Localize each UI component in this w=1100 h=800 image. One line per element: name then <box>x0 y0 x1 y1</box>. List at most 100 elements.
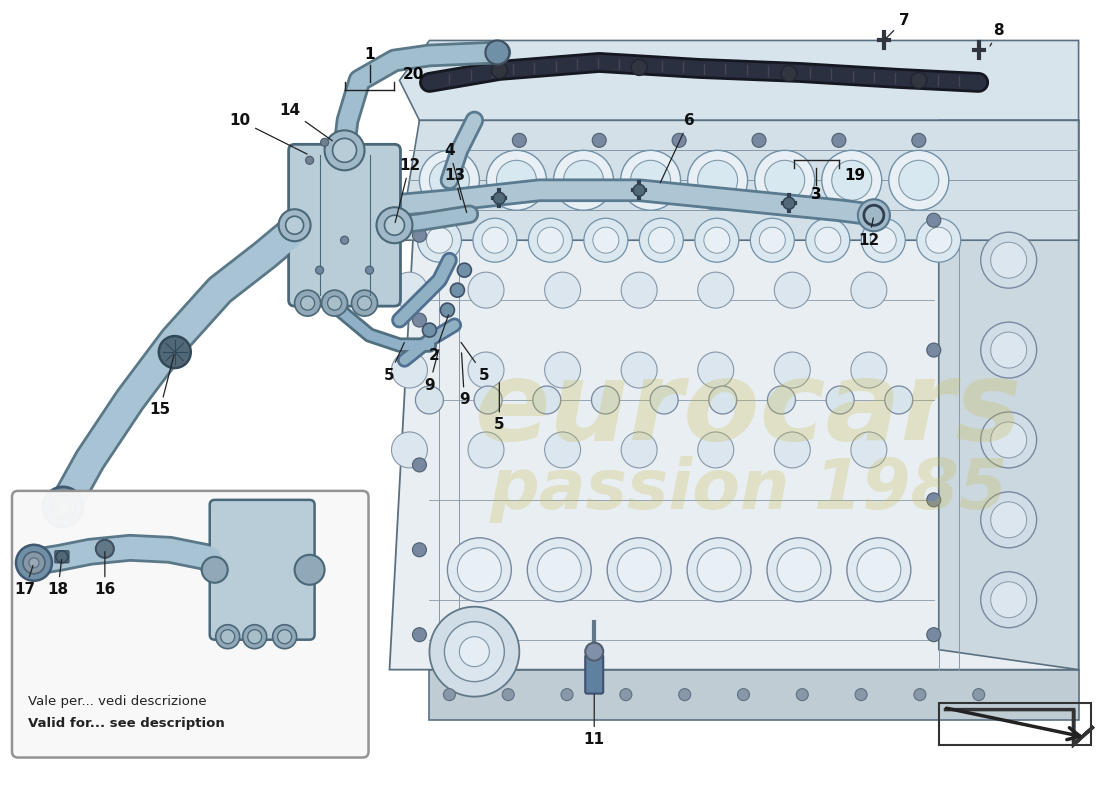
Circle shape <box>634 184 646 196</box>
Circle shape <box>469 432 504 468</box>
FancyBboxPatch shape <box>210 500 315 640</box>
Circle shape <box>412 313 427 327</box>
Circle shape <box>826 386 854 414</box>
Circle shape <box>899 160 938 200</box>
Circle shape <box>544 352 581 388</box>
Circle shape <box>422 323 437 337</box>
Circle shape <box>774 352 811 388</box>
Circle shape <box>991 502 1026 538</box>
Circle shape <box>544 432 581 468</box>
Circle shape <box>851 432 887 468</box>
Circle shape <box>650 386 678 414</box>
Text: 6: 6 <box>660 113 694 182</box>
Circle shape <box>328 296 342 310</box>
Circle shape <box>697 272 734 308</box>
Circle shape <box>639 218 683 262</box>
Circle shape <box>621 272 657 308</box>
Circle shape <box>927 343 940 357</box>
Circle shape <box>496 160 537 200</box>
Circle shape <box>764 160 805 200</box>
Circle shape <box>695 218 739 262</box>
Circle shape <box>927 628 940 642</box>
Circle shape <box>412 628 427 642</box>
Polygon shape <box>399 41 1079 120</box>
Circle shape <box>679 689 691 701</box>
Circle shape <box>418 218 461 262</box>
Circle shape <box>697 352 734 388</box>
Circle shape <box>981 572 1036 628</box>
Circle shape <box>851 272 887 308</box>
Text: 4: 4 <box>444 143 466 213</box>
Circle shape <box>485 41 509 65</box>
Circle shape <box>538 227 563 253</box>
Circle shape <box>584 218 628 262</box>
Circle shape <box>492 62 507 78</box>
Circle shape <box>768 386 795 414</box>
Circle shape <box>473 218 517 262</box>
FancyBboxPatch shape <box>12 491 369 758</box>
Circle shape <box>815 227 840 253</box>
Circle shape <box>56 551 68 562</box>
Circle shape <box>781 66 798 82</box>
Circle shape <box>884 386 913 414</box>
Circle shape <box>981 492 1036 548</box>
Circle shape <box>697 160 738 200</box>
Circle shape <box>158 336 190 368</box>
Circle shape <box>592 134 606 147</box>
Circle shape <box>277 630 292 644</box>
Circle shape <box>755 150 815 210</box>
Circle shape <box>759 227 785 253</box>
Text: passion 1985: passion 1985 <box>490 456 1008 523</box>
Circle shape <box>458 548 502 592</box>
Text: 16: 16 <box>95 551 116 598</box>
Circle shape <box>593 227 619 253</box>
Circle shape <box>306 156 313 164</box>
Circle shape <box>832 160 871 200</box>
Circle shape <box>592 386 619 414</box>
Circle shape <box>688 538 751 602</box>
Text: 5: 5 <box>461 342 490 382</box>
Circle shape <box>221 630 234 644</box>
Text: Valid for... see description: Valid for... see description <box>28 717 224 730</box>
Circle shape <box>469 272 504 308</box>
Circle shape <box>376 207 412 243</box>
Circle shape <box>911 73 927 89</box>
Text: 9: 9 <box>459 353 470 407</box>
Polygon shape <box>399 120 1079 240</box>
Circle shape <box>912 134 926 147</box>
Circle shape <box>981 412 1036 468</box>
Text: 8: 8 <box>990 23 1004 46</box>
Circle shape <box>392 352 428 388</box>
Circle shape <box>273 625 297 649</box>
Circle shape <box>688 150 748 210</box>
Circle shape <box>392 432 428 468</box>
Circle shape <box>914 689 926 701</box>
Text: 12: 12 <box>858 218 880 248</box>
Circle shape <box>295 554 324 585</box>
Circle shape <box>248 630 262 644</box>
Circle shape <box>537 548 581 592</box>
Circle shape <box>858 199 890 231</box>
Circle shape <box>23 552 45 574</box>
Circle shape <box>392 272 428 308</box>
Circle shape <box>697 432 734 468</box>
Circle shape <box>513 134 526 147</box>
Circle shape <box>752 134 766 147</box>
Circle shape <box>57 501 69 513</box>
Circle shape <box>412 543 427 557</box>
Circle shape <box>532 386 561 414</box>
Circle shape <box>631 59 647 75</box>
Circle shape <box>474 386 502 414</box>
Circle shape <box>385 215 405 235</box>
Circle shape <box>278 210 310 242</box>
Polygon shape <box>429 670 1079 719</box>
Circle shape <box>847 538 911 602</box>
Circle shape <box>320 138 329 146</box>
Circle shape <box>774 272 811 308</box>
Circle shape <box>991 422 1026 458</box>
Circle shape <box>777 548 821 592</box>
Circle shape <box>332 138 356 162</box>
Circle shape <box>444 622 504 682</box>
Circle shape <box>783 198 795 210</box>
Circle shape <box>201 557 228 582</box>
